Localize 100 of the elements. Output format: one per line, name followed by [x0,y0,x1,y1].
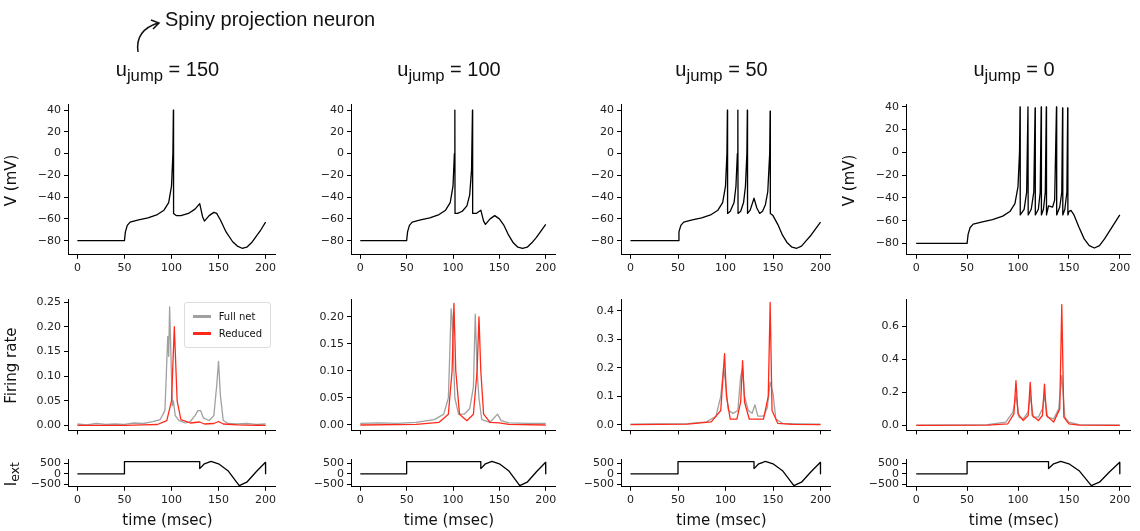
y-tick-label: 0.4 [596,303,614,317]
x-tick-label: 0 [356,261,364,275]
x-tick-label: 100 [161,493,182,507]
x-tick-label: 150 [208,261,230,275]
text: Spiny projection neuron [165,8,376,31]
y-tick-label: 20 [330,124,344,138]
x-axis-title: time (msec) [675,511,768,529]
x-tick-label: 0 [356,493,364,507]
y-tick-label: −80 [590,233,614,247]
x-tick-label: 50 [671,493,685,507]
y-tick-label: −60 [320,211,344,225]
y-tick-label: −20 [590,168,614,182]
x-tick-label: 100 [715,493,736,507]
y-tick-label: 0.25 [36,294,61,308]
y-tick-label: 0.6 [881,318,899,332]
x-tick-label: 200 [535,493,557,507]
y-tick-label: 0.00 [36,418,61,432]
y-tick-label: 0.05 [36,393,61,407]
y-tick-label: 0.20 [319,309,344,323]
x-tick-label: 150 [1058,493,1080,507]
x-tick-label: 0 [73,493,81,507]
y-tick-label: 0.00 [319,417,344,431]
y-tick-label: 0.0 [596,417,614,431]
y-tick-label: −500 [583,477,614,491]
chart-title: u$_{jump}$ = 150 [114,58,221,86]
y-tick-label: 40 [885,99,899,113]
y-tick-label: −500 [30,477,61,491]
y-tick-label: −80 [37,233,61,247]
y-tick-label: 0.15 [319,336,344,350]
y-tick-label: 0.2 [881,385,899,399]
y-tick-label: −20 [320,168,344,182]
x-tick-label: 50 [960,493,975,507]
x-tick-label: 200 [810,493,831,507]
y-tick-label: 40 [330,102,344,116]
legend-label: Reduced [217,326,262,341]
y-tick-label: 0.3 [596,332,614,346]
y-tick-label: −60 [875,213,899,227]
chart-title: u$_{jump}$ = 100 [396,58,502,86]
y-tick-label: −60 [590,211,614,225]
x-tick-label: 150 [208,493,230,507]
y-tick-label: −40 [590,189,614,203]
y-tick-label: −20 [37,168,61,182]
y-tick-label: −40 [37,189,61,203]
y-tick-label: −40 [320,189,344,203]
y-tick-label: 0.2 [596,360,614,374]
y-tick-label: −20 [875,168,899,182]
y-tick-label: −80 [320,233,344,247]
x-tick-label: 0 [912,261,920,275]
y-tick-label: −500 [313,477,344,491]
y-tick-label: 0.20 [36,319,61,333]
x-tick-label: 150 [762,261,784,275]
x-tick-label: 200 [255,493,277,507]
y-tick-label: 20 [600,124,614,138]
y-tick-label: 40 [47,102,61,116]
x-tick-label: 100 [442,261,464,275]
x-tick-label: 200 [535,261,557,275]
y-tick-label: 0.10 [36,368,61,382]
y-tick-label: 0 [337,146,344,160]
y-tick-label: 0 [892,145,899,159]
x-tick-label: 150 [1058,261,1080,275]
x-tick-label: 50 [960,261,975,275]
x-tick-label: 100 [715,261,736,275]
x-axis-title: time (msec) [967,511,1061,529]
x-axis-title: time (msec) [121,511,214,529]
x-tick-label: 200 [810,261,831,275]
y-tick-label: 20 [885,122,899,136]
y-tick-label: −60 [37,211,61,225]
y-tick-label: 0 [54,146,61,160]
chart-title: u$_{jump}$ = 50 [674,58,769,86]
x-tick-label: 200 [255,261,277,275]
x-tick-label: 200 [1109,493,1131,507]
y-tick-label: 40 [600,102,614,116]
x-tick-label: 0 [627,261,634,275]
y-tick-label: −500 [868,477,899,491]
y-tick-label: 20 [47,124,61,138]
x-tick-label: 50 [671,261,685,275]
x-tick-label: 50 [117,261,132,275]
legend-label: Full net [217,309,257,324]
x-tick-label: 50 [399,261,414,275]
x-tick-label: 150 [488,261,510,275]
x-tick-label: 0 [73,261,81,275]
x-tick-label: 50 [399,493,414,507]
x-tick-label: 150 [488,493,510,507]
x-tick-label: 50 [117,493,132,507]
y-tick-label: −80 [875,236,899,250]
y-axis-title: Firing rate [2,325,21,406]
y-tick-label: 0.4 [881,352,899,366]
y-axis-title: V (mV) [840,152,859,208]
x-tick-label: 0 [627,493,634,507]
y-tick-label: 0 [607,146,614,160]
x-tick-label: 100 [161,261,182,275]
y-tick-label: 0.0 [881,418,899,432]
y-tick-label: 0.10 [319,363,344,377]
x-axis-title: time (msec) [402,511,496,529]
y-axis-title: V (mV) [2,152,21,208]
y-tick-label: 0.1 [596,389,614,403]
y-tick-label: −40 [875,190,899,204]
y-tick-label: 0.15 [36,344,61,358]
x-tick-label: 150 [762,493,784,507]
y-tick-label: 0.05 [319,390,344,404]
